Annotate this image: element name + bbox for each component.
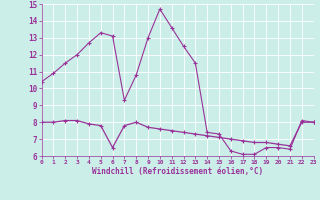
X-axis label: Windchill (Refroidissement éolien,°C): Windchill (Refroidissement éolien,°C) bbox=[92, 167, 263, 176]
